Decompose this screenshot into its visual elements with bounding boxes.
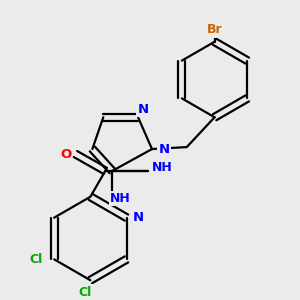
Text: Cl: Cl: [79, 286, 92, 299]
Text: Cl: Cl: [30, 253, 43, 266]
Text: N: N: [137, 103, 148, 116]
Text: Br: Br: [207, 23, 222, 36]
Text: N: N: [158, 142, 169, 156]
Text: O: O: [60, 148, 71, 160]
Text: NH: NH: [110, 192, 130, 205]
Text: N: N: [133, 211, 144, 224]
Text: NH: NH: [152, 161, 172, 174]
